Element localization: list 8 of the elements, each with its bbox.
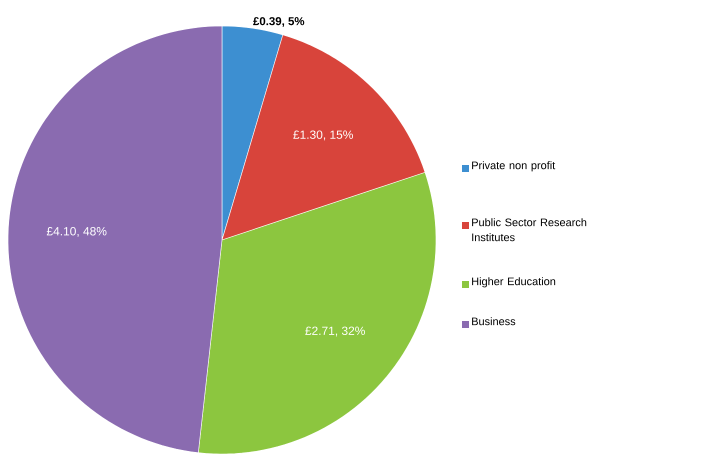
legend-label: Business <box>472 317 516 326</box>
data-label: £1.30, 15% <box>293 130 353 140</box>
legend-label: Public Sector Research Institutes <box>472 218 586 242</box>
data-label: £4.10, 48% <box>46 227 106 237</box>
data-label: £0.39, 5% <box>253 17 304 27</box>
data-label: £2.71, 32% <box>305 326 365 336</box>
legend-label: Higher Education <box>472 277 556 288</box>
legend-label: Private non profit <box>472 161 556 172</box>
